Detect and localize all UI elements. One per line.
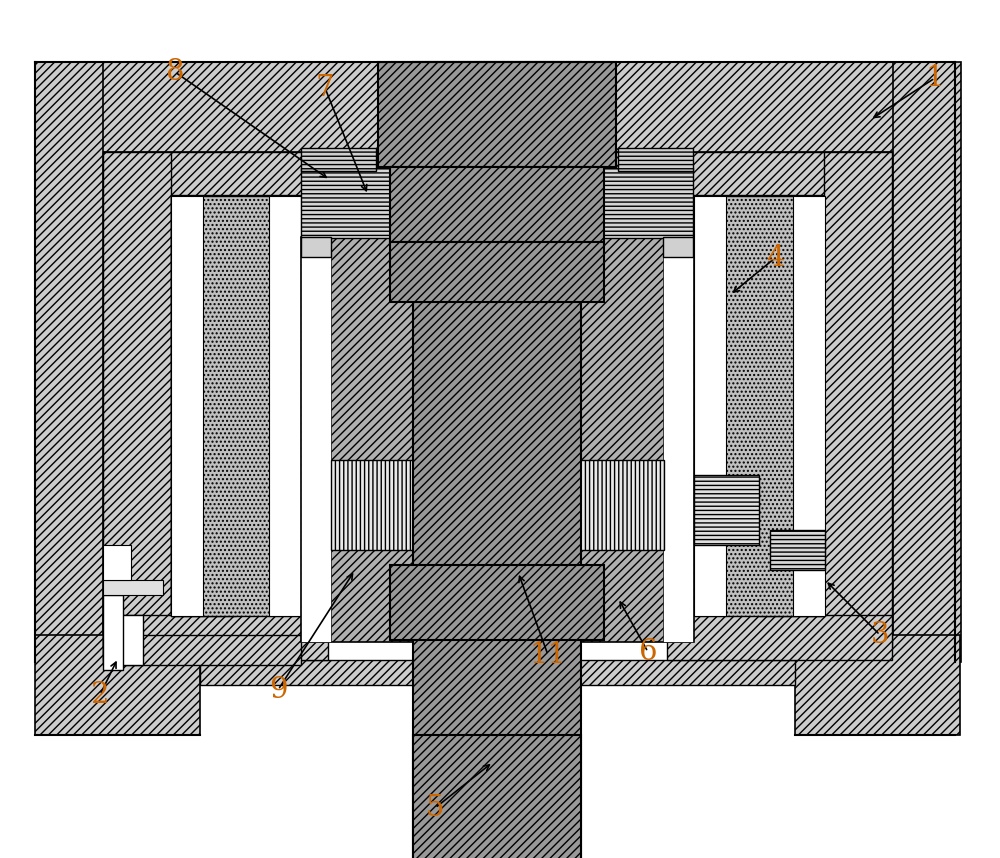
- Text: 2: 2: [91, 681, 109, 709]
- Bar: [390, 242, 604, 302]
- Bar: [200, 660, 795, 685]
- Bar: [795, 635, 960, 735]
- Text: 9: 9: [269, 676, 287, 704]
- Bar: [824, 152, 892, 647]
- Bar: [694, 196, 726, 616]
- Text: 3: 3: [871, 621, 889, 649]
- Text: 6: 6: [639, 638, 657, 666]
- Bar: [413, 735, 581, 858]
- Bar: [301, 237, 418, 642]
- Bar: [301, 237, 331, 257]
- Bar: [694, 475, 759, 545]
- Text: 8: 8: [166, 58, 184, 86]
- Bar: [103, 595, 123, 670]
- Bar: [893, 62, 961, 662]
- Bar: [103, 635, 301, 665]
- Bar: [35, 62, 103, 662]
- Polygon shape: [103, 152, 892, 195]
- Bar: [103, 152, 892, 635]
- Bar: [390, 565, 604, 640]
- Bar: [618, 148, 693, 171]
- Bar: [103, 615, 143, 665]
- Bar: [103, 545, 131, 580]
- Bar: [581, 168, 693, 238]
- Bar: [301, 168, 413, 238]
- Bar: [171, 196, 301, 616]
- Bar: [301, 148, 376, 171]
- Bar: [35, 635, 200, 735]
- Bar: [103, 580, 163, 595]
- Bar: [793, 196, 825, 616]
- Bar: [759, 196, 824, 616]
- Bar: [171, 196, 203, 616]
- Bar: [663, 237, 693, 257]
- Bar: [577, 460, 664, 550]
- Bar: [667, 615, 892, 660]
- Bar: [413, 62, 581, 858]
- Text: 4: 4: [766, 244, 784, 272]
- Bar: [171, 196, 236, 616]
- Bar: [694, 196, 824, 616]
- Bar: [331, 460, 418, 550]
- Bar: [770, 530, 825, 570]
- Bar: [577, 237, 694, 642]
- Text: 11: 11: [530, 641, 566, 669]
- Bar: [663, 237, 693, 642]
- Bar: [301, 237, 331, 642]
- Bar: [269, 196, 301, 616]
- Text: 1: 1: [926, 64, 944, 92]
- Bar: [103, 152, 171, 647]
- Text: 7: 7: [316, 74, 334, 102]
- Bar: [35, 62, 955, 152]
- Bar: [390, 167, 604, 242]
- Bar: [103, 615, 328, 660]
- Text: 5: 5: [426, 794, 444, 822]
- Bar: [378, 62, 616, 167]
